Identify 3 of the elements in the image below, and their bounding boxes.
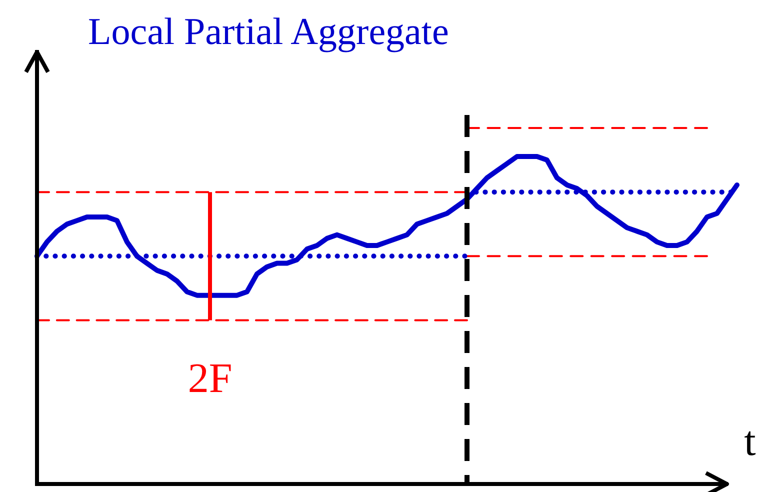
x-axis-title: t	[744, 419, 756, 465]
chart-title: Local Partial Aggregate	[88, 11, 449, 53]
annotation: 2F	[188, 356, 232, 402]
